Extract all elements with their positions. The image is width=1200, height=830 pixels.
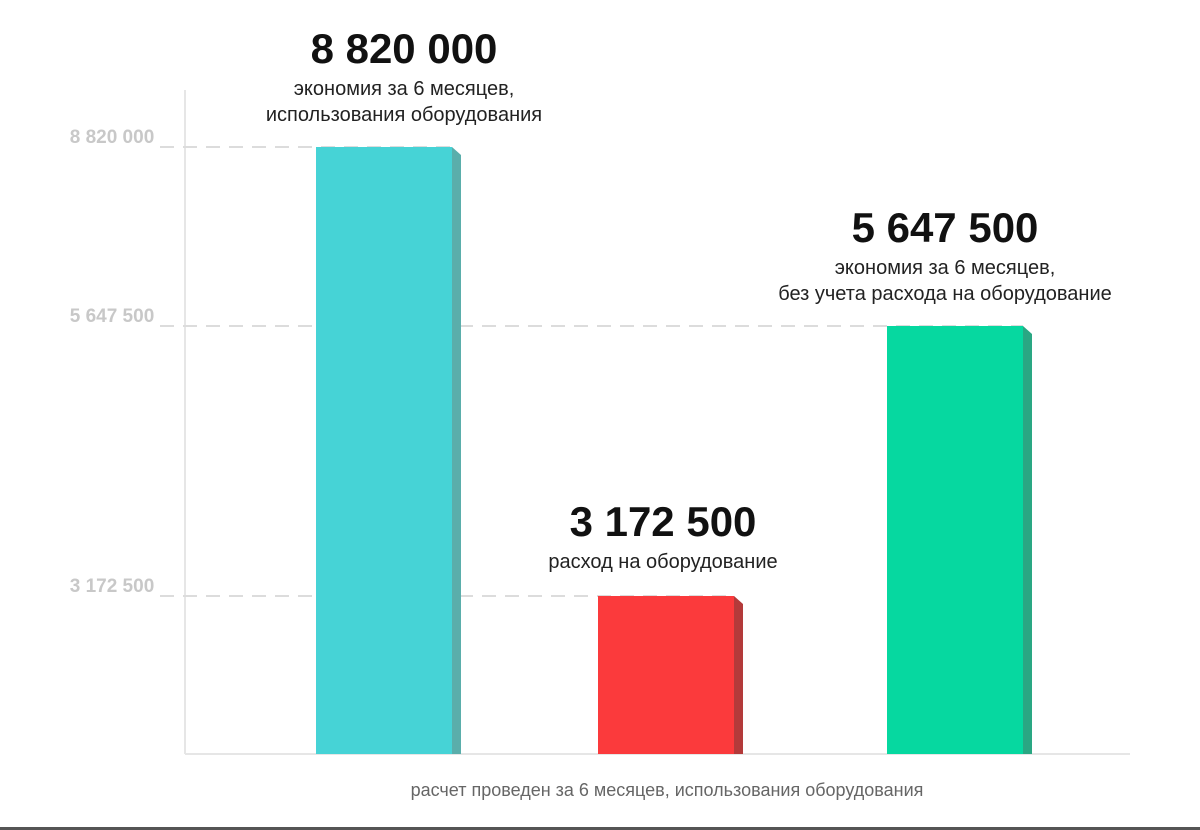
bar xyxy=(887,326,1023,754)
bar-caption: экономия за 6 месяцев, xyxy=(835,257,1056,279)
bar-caption: без учета расхода на оборудование xyxy=(778,283,1112,305)
data-label: 3 172 500 xyxy=(570,498,757,545)
bar-side xyxy=(452,147,461,754)
y-tick-label: 3 172 500 xyxy=(70,576,155,597)
x-axis-label: расчет проведен за 6 месяцев, использова… xyxy=(411,780,924,800)
bar-caption: использования оборудования xyxy=(266,104,542,126)
bar xyxy=(598,596,734,754)
bar-side xyxy=(1023,326,1032,754)
bar-side xyxy=(734,596,743,754)
bar-caption: расход на оборудование xyxy=(548,551,777,573)
y-tick-label: 5 647 500 xyxy=(70,306,155,327)
bar xyxy=(316,147,452,754)
data-label: 5 647 500 xyxy=(852,204,1039,251)
data-label: 8 820 000 xyxy=(311,25,498,72)
y-tick-label: 8 820 000 xyxy=(70,127,155,148)
bottom-border xyxy=(0,827,1200,830)
bar-caption: экономия за 6 месяцев, xyxy=(294,78,515,100)
